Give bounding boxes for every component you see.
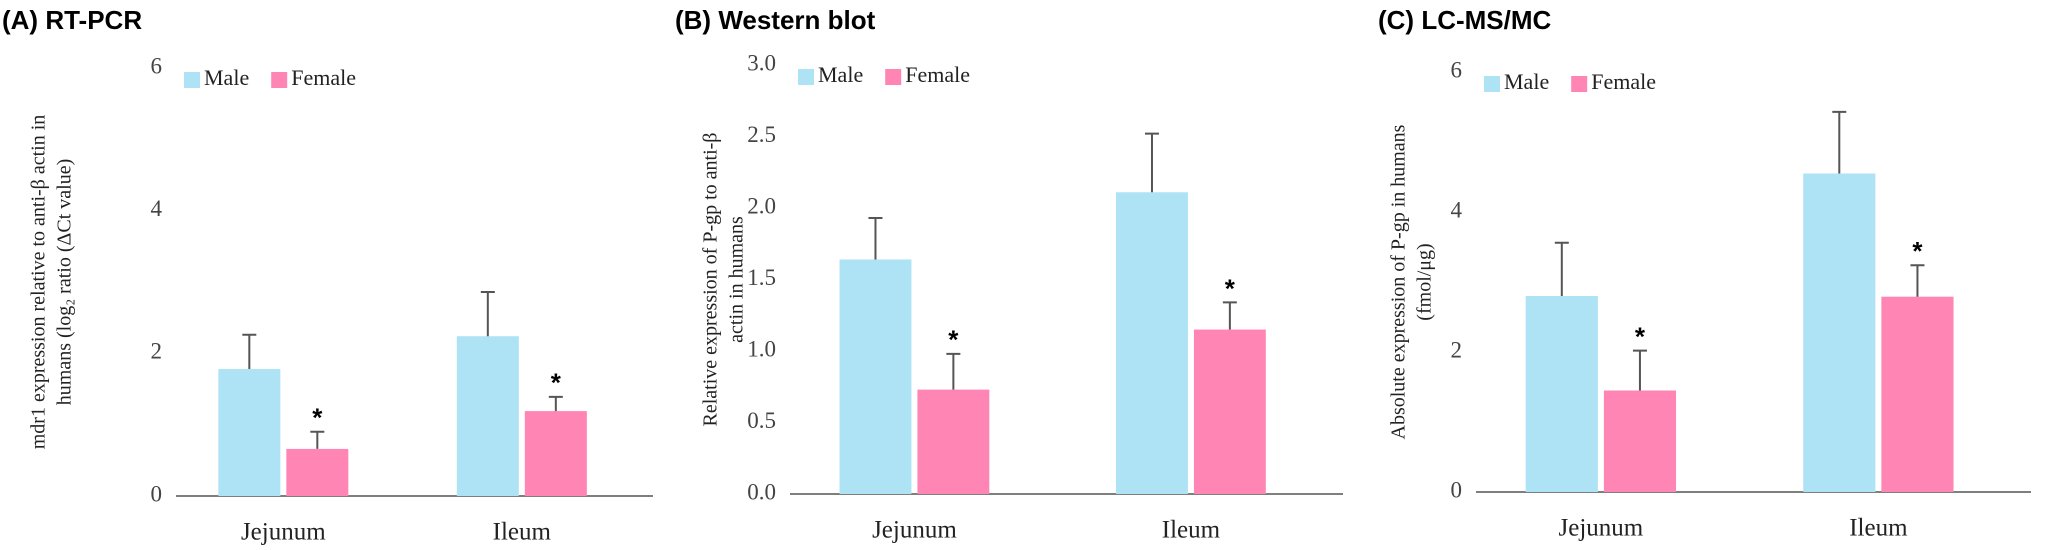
x-tick-label: Ileum (1849, 515, 1908, 542)
y-tick-label: 2.5 (747, 122, 776, 147)
y-tick-label: 4 (151, 196, 163, 221)
error-bar (1910, 264, 1925, 297)
error-bar (946, 352, 961, 390)
legend-label: Female (1591, 69, 1656, 94)
y-tick-label: 1.5 (747, 265, 776, 290)
bar (1803, 173, 1876, 492)
y-tick-label: 2 (1451, 337, 1463, 362)
y-tick-label: 1.0 (747, 336, 776, 361)
error-bar (1832, 110, 1847, 174)
bar (456, 336, 519, 496)
bar (917, 389, 990, 494)
significance-marker: * (1912, 236, 1923, 266)
legend-label: Male (1504, 69, 1549, 94)
legend-label: Female (905, 62, 970, 87)
y-axis-label: Relative expression of P-gp to anti-β (700, 132, 722, 426)
significance-marker: * (551, 368, 562, 398)
panel-title: (C) LC-MS/MC (1378, 5, 1552, 35)
significance-marker: * (312, 403, 323, 433)
bar (1603, 390, 1677, 492)
significance-marker: * (1635, 321, 1646, 351)
y-tick-label: 6 (151, 53, 163, 78)
panel-title: (A) RT-PCR (2, 5, 142, 35)
error-bar (548, 395, 563, 412)
y-tick-label: 2.0 (747, 193, 776, 218)
x-tick-label: Ileum (493, 519, 552, 546)
error-bar (1554, 241, 1569, 296)
bar (218, 369, 281, 496)
y-tick-label: 0.5 (747, 408, 776, 433)
legend-swatch (1484, 76, 1500, 92)
y-tick-label: 0 (151, 481, 163, 506)
y-tick-label: 6 (1451, 57, 1463, 82)
bar (524, 411, 587, 496)
y-tick-label: 0 (1451, 477, 1463, 502)
bar (1525, 296, 1598, 492)
y-tick-label: 3.0 (747, 50, 776, 75)
bar (839, 259, 912, 494)
bar (286, 448, 349, 496)
error-bar (310, 430, 325, 449)
significance-marker: * (948, 325, 959, 355)
error-bar (1144, 132, 1159, 193)
error-bar (868, 217, 883, 260)
legend-swatch (885, 69, 902, 85)
legend-swatch (184, 72, 200, 88)
y-tick-label: 2 (151, 339, 163, 364)
error-bar (480, 290, 495, 337)
error-bar (1632, 349, 1647, 391)
legend-swatch (271, 72, 288, 88)
legend-label: Male (818, 62, 863, 87)
error-bar (242, 333, 257, 370)
legend-label: Male (204, 65, 249, 90)
x-tick-label: Jejunum (1559, 515, 1644, 542)
legend-swatch (798, 69, 814, 85)
bar (1193, 329, 1266, 494)
y-axis-label: actin in humans (726, 216, 748, 343)
legend-label: Female (291, 65, 356, 90)
error-bar (1222, 301, 1237, 330)
x-tick-label: Jejunum (241, 519, 326, 546)
panel-title: (B) Western blot (675, 5, 876, 35)
x-tick-label: Jejunum (872, 517, 957, 544)
y-tick-label: 0.0 (747, 479, 776, 504)
bar (1881, 296, 1954, 492)
legend-swatch (1571, 76, 1588, 92)
significance-marker: * (1225, 273, 1236, 303)
y-axis-label: humans (log₂ ratio (ΔCt value) (54, 159, 76, 405)
y-axis-label: mdr1 expression relative to anti-β actin… (28, 115, 50, 450)
y-axis-label: Absolute expression of P-gp in humans (1388, 124, 1410, 439)
y-tick-label: 4 (1451, 197, 1463, 222)
x-tick-label: Ileum (1162, 517, 1221, 544)
bar (1116, 192, 1188, 494)
y-axis-label: (fmol/μg) (1414, 243, 1436, 320)
